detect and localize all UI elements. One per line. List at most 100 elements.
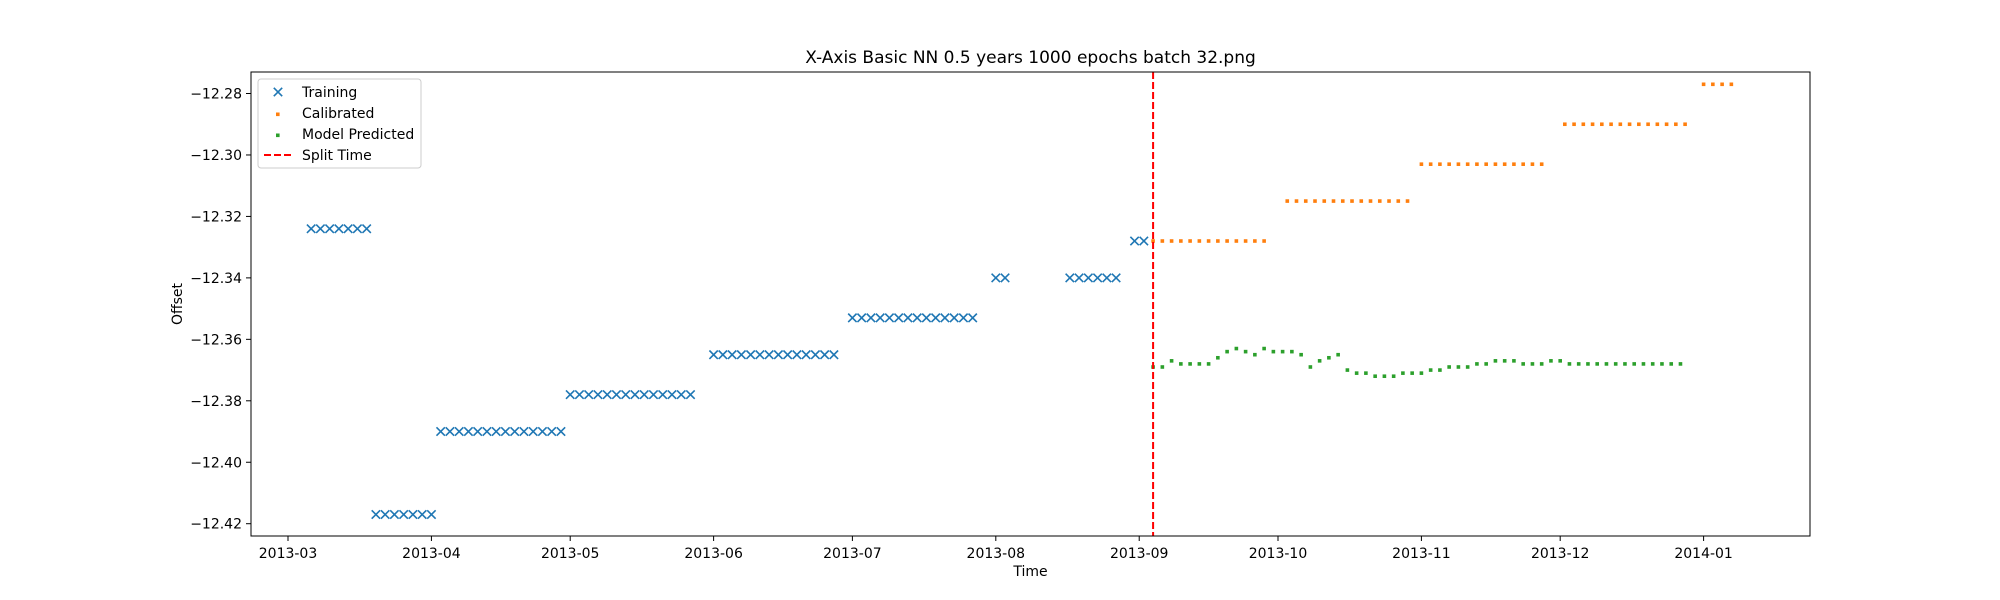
training-point-stroke xyxy=(472,426,483,437)
training-point xyxy=(967,313,978,323)
x-tick-label: 2013-12 xyxy=(1531,546,1590,562)
model-predicted-point xyxy=(1419,371,1424,375)
calibrated-point xyxy=(1294,199,1299,203)
calibrated-point xyxy=(1683,122,1687,127)
training-point-stroke xyxy=(991,273,1001,283)
training-point xyxy=(745,349,756,360)
training-point-stroke xyxy=(884,313,895,323)
training-point xyxy=(630,389,640,400)
calibrated-point xyxy=(1563,122,1567,127)
training-point xyxy=(546,426,557,437)
training-point xyxy=(491,426,501,437)
calibrated-point xyxy=(1664,122,1669,127)
training-point-stroke xyxy=(819,349,830,360)
chart-title: X-Axis Basic NN 0.5 years 1000 epochs ba… xyxy=(805,48,1256,68)
training-point-stroke xyxy=(352,223,363,234)
calibrated-point xyxy=(1160,239,1165,243)
model-predicted-point xyxy=(1493,359,1498,363)
training-point xyxy=(528,426,538,437)
training-point-stroke xyxy=(949,313,959,323)
calibrated-point xyxy=(1627,122,1632,127)
training-point-stroke xyxy=(361,223,372,234)
training-point-stroke xyxy=(593,389,603,400)
training-point-stroke xyxy=(315,223,326,234)
calibrated-point xyxy=(1253,239,1257,243)
training-point xyxy=(1111,273,1121,283)
training-point xyxy=(463,426,474,437)
training-point-stroke xyxy=(334,223,344,234)
training-point xyxy=(940,313,950,323)
model-predicted-point xyxy=(1169,359,1174,363)
y-tick-label: −12.32 xyxy=(190,209,242,225)
model-predicted-point xyxy=(1336,352,1340,357)
training-point xyxy=(856,313,867,323)
model-predicted-point xyxy=(1447,365,1451,369)
calibrated-point xyxy=(1313,199,1317,203)
training-point-stroke xyxy=(903,313,913,323)
training-point-stroke xyxy=(556,426,566,437)
x-tick-label: 2013-03 xyxy=(259,546,318,562)
training-point-stroke xyxy=(630,389,640,400)
calibrated-point xyxy=(1340,199,1345,203)
training-point xyxy=(574,389,585,400)
training-point xyxy=(639,389,649,400)
model-predicted-point xyxy=(1567,362,1572,366)
model-predicted-point xyxy=(1290,349,1294,354)
training-point-stroke xyxy=(1000,273,1010,283)
training-point xyxy=(930,313,941,323)
calibrated-point xyxy=(1350,199,1354,203)
calibrated-point xyxy=(1618,122,1623,127)
calibrated-point xyxy=(1216,239,1220,243)
model-predicted-point xyxy=(1604,362,1609,366)
training-point-stroke xyxy=(801,349,811,360)
training-point-stroke xyxy=(463,426,474,437)
model-predicted-point xyxy=(1438,368,1442,372)
model-predicted-point xyxy=(1197,362,1202,366)
calibrated-point xyxy=(1303,199,1308,203)
calibrated-point xyxy=(1438,162,1442,166)
calibrated-point xyxy=(1188,239,1192,243)
model-predicted-point xyxy=(1327,355,1331,360)
model-predicted-point xyxy=(1299,352,1303,357)
training-point xyxy=(408,509,418,520)
legend-label: Model Predicted xyxy=(302,127,414,143)
model-predicted-point xyxy=(1595,362,1599,366)
training-point xyxy=(537,426,548,437)
training-point xyxy=(1139,236,1149,246)
calibrated-point xyxy=(1590,122,1595,127)
training-point xyxy=(958,313,969,323)
training-point xyxy=(389,509,400,520)
model-predicted-point xyxy=(1641,362,1646,366)
training-point-stroke xyxy=(1065,273,1075,283)
model-predicted-point xyxy=(1234,346,1239,351)
training-point xyxy=(611,389,622,400)
calibrated-point xyxy=(1655,122,1660,127)
calibrated-point xyxy=(1521,162,1525,166)
training-point-stroke xyxy=(324,223,335,234)
training-point xyxy=(315,223,326,234)
calibrated-point xyxy=(1646,122,1650,127)
training-point xyxy=(912,313,922,323)
calibrated-point xyxy=(1419,162,1424,166)
training-point xyxy=(472,426,483,437)
training-point xyxy=(884,313,895,323)
training-point-stroke xyxy=(306,223,316,234)
x-tick-label: 2013-04 xyxy=(402,546,461,562)
training-point xyxy=(893,313,904,323)
model-predicted-point xyxy=(1188,362,1192,366)
training-point-stroke xyxy=(454,426,464,437)
training-point-stroke xyxy=(847,313,858,323)
calibrated-point xyxy=(1711,82,1715,87)
model-predicted-point xyxy=(1623,362,1627,366)
training-point xyxy=(583,389,594,400)
training-point-stroke xyxy=(398,509,409,520)
calibrated-point xyxy=(1331,199,1336,203)
model-predicted-point xyxy=(1650,362,1655,366)
calibrated-point xyxy=(1225,239,1229,243)
model-predicted-point xyxy=(1456,365,1461,369)
legend-box xyxy=(257,78,422,169)
training-point-stroke xyxy=(856,313,867,323)
training-point xyxy=(708,349,719,360)
calibrated-point xyxy=(1484,162,1488,166)
